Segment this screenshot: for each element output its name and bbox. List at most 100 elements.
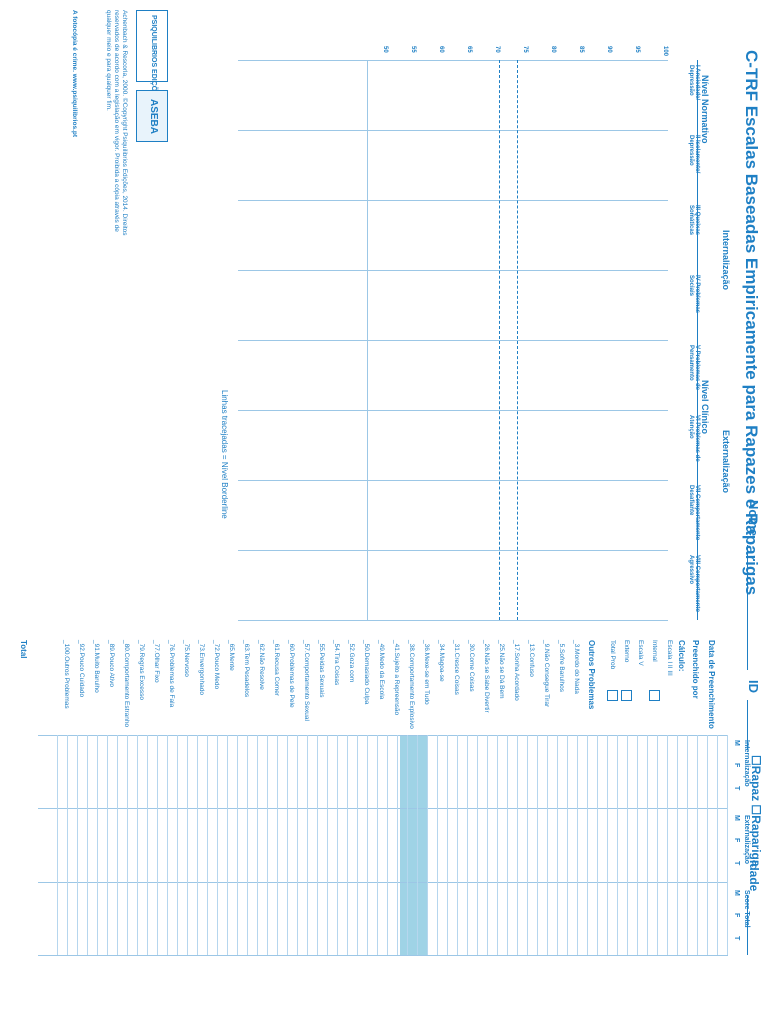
outros-item: _5.Sofre Barulhos (558, 640, 565, 693)
score-row (707, 735, 708, 955)
outros-item: _38.Comportamento Explosivo (408, 640, 415, 729)
total-prob-box[interactable] (607, 690, 618, 701)
outros-item: _76.Problemas de Fala (168, 640, 175, 708)
score-externalizacao-header: Externalização (743, 815, 750, 865)
score-row (117, 735, 118, 955)
scale-tick-6: 70 (494, 46, 500, 53)
outros-item: _17.Sonha Acordado (513, 640, 520, 701)
score-col-f-ext: F (733, 838, 740, 843)
internal-box[interactable] (649, 690, 660, 701)
outros-total-label: Total (19, 640, 28, 659)
scale-tick-9: 55 (410, 46, 416, 53)
outros-item: _3.Mordo do Nada (573, 640, 580, 694)
scale-v-heading: V Problemas de Pensamento (688, 345, 700, 391)
grid-col-7 (238, 550, 668, 551)
externalizacao-header: Externalização (721, 430, 731, 494)
score-row (617, 735, 618, 955)
score-row (577, 735, 578, 955)
score-row (717, 735, 718, 955)
score-row (627, 735, 628, 955)
id-label: ID (746, 680, 761, 693)
score-row (657, 735, 658, 955)
score-row (647, 735, 648, 955)
score-row (257, 735, 258, 955)
scale-vii-heading: VII Comportamento Desafiante (688, 485, 700, 541)
score-row (467, 735, 468, 955)
outros-item: _9.Não Consegue Tirar (543, 640, 550, 708)
outros-item: _54.Tira Coisas (333, 640, 340, 686)
total-prob-label: Total Prob (609, 640, 616, 670)
copyright-text: Achenbach & Rescorla, 2000. ©Copyright P… (105, 10, 128, 236)
scale-tick-10: 50 (382, 46, 388, 53)
score-col-line-1 (38, 808, 728, 809)
outros-item: _79.Regras Excesso (138, 640, 145, 700)
score-row (607, 735, 608, 955)
calculo-label: Cálculo: (677, 640, 686, 672)
outros-item: _91.Muito Barulho (93, 640, 100, 693)
externo-box[interactable] (621, 690, 632, 701)
score-internalizacao-header: Internalização (743, 740, 750, 787)
escala-v-label: Escala V (637, 640, 644, 666)
score-row (437, 735, 438, 955)
outros-item: _60.Problemas de Pele (288, 640, 295, 708)
scale-tick-2: 90 (606, 46, 612, 53)
name-field[interactable] (747, 545, 748, 670)
score-col-m-int: M (733, 740, 740, 746)
grid-col-3 (238, 270, 668, 271)
outros-item: _13.Confuso (528, 640, 535, 677)
outros-item: _75.Nervoso (183, 640, 190, 677)
score-row (107, 735, 108, 955)
aseba-logo-text: ASEBA (148, 99, 159, 135)
score-col-line-0 (38, 735, 728, 736)
outros-item: _49.Medo da Escola (378, 640, 385, 700)
score-col-t-tot: T (733, 936, 740, 941)
outros-item: _55.Peidas Sexuais (318, 640, 325, 698)
score-row (427, 735, 428, 955)
score-row (697, 735, 698, 955)
score-row (417, 735, 418, 955)
score-row (557, 735, 558, 955)
outros-item: _50.Demasiado Culpa (363, 640, 370, 705)
score-row (77, 735, 78, 955)
score-row (167, 735, 168, 955)
outros-item: _36.Mexe-se em Tudo (423, 640, 430, 705)
scale-tick-3: 85 (578, 46, 584, 53)
photocopy-warning: A fotocópia é crime. www.psiquilibrios.p… (71, 10, 78, 138)
score-table: Internalização Externalização Score Tota… (28, 735, 750, 956)
sex-selector[interactable]: ☐Rapaz ☐Rapariga (749, 755, 763, 867)
score-row (497, 735, 498, 955)
score-row (327, 735, 328, 955)
score-row (687, 735, 688, 955)
score-row (57, 735, 58, 955)
borderline-note: Linhas tracejadas = Nível Borderline (220, 390, 229, 519)
age-label: Idade (747, 860, 761, 892)
score-row (517, 735, 518, 955)
score-row (157, 735, 158, 955)
score-row (527, 735, 528, 955)
grid-col-0 (238, 60, 668, 61)
score-row (537, 735, 538, 955)
grid-col-6 (238, 480, 668, 481)
score-row (217, 735, 218, 955)
score-row (377, 735, 378, 955)
score-row (207, 735, 208, 955)
score-row (187, 735, 188, 955)
internal-label: Internal (651, 640, 658, 662)
score-row (507, 735, 508, 955)
score-row (177, 735, 178, 955)
score-row (237, 735, 238, 955)
score-row (567, 735, 568, 955)
outros-item: _26.Não se Sabe Divertir (483, 640, 490, 713)
outros-item: _89.Pouco Ativo (108, 640, 115, 687)
nivel-normativo-label: Nível Normativo (700, 75, 710, 144)
scale-tick-8: 60 (438, 46, 444, 53)
score-row (337, 735, 338, 955)
score-row (227, 735, 228, 955)
grid-base-rule (367, 60, 368, 620)
score-row (247, 735, 248, 955)
score-row (667, 735, 668, 955)
borderline-line-upper (517, 60, 518, 620)
outros-item: _61.Recusa Comer (273, 640, 280, 696)
outros-item: _52.Goza com (348, 640, 355, 683)
